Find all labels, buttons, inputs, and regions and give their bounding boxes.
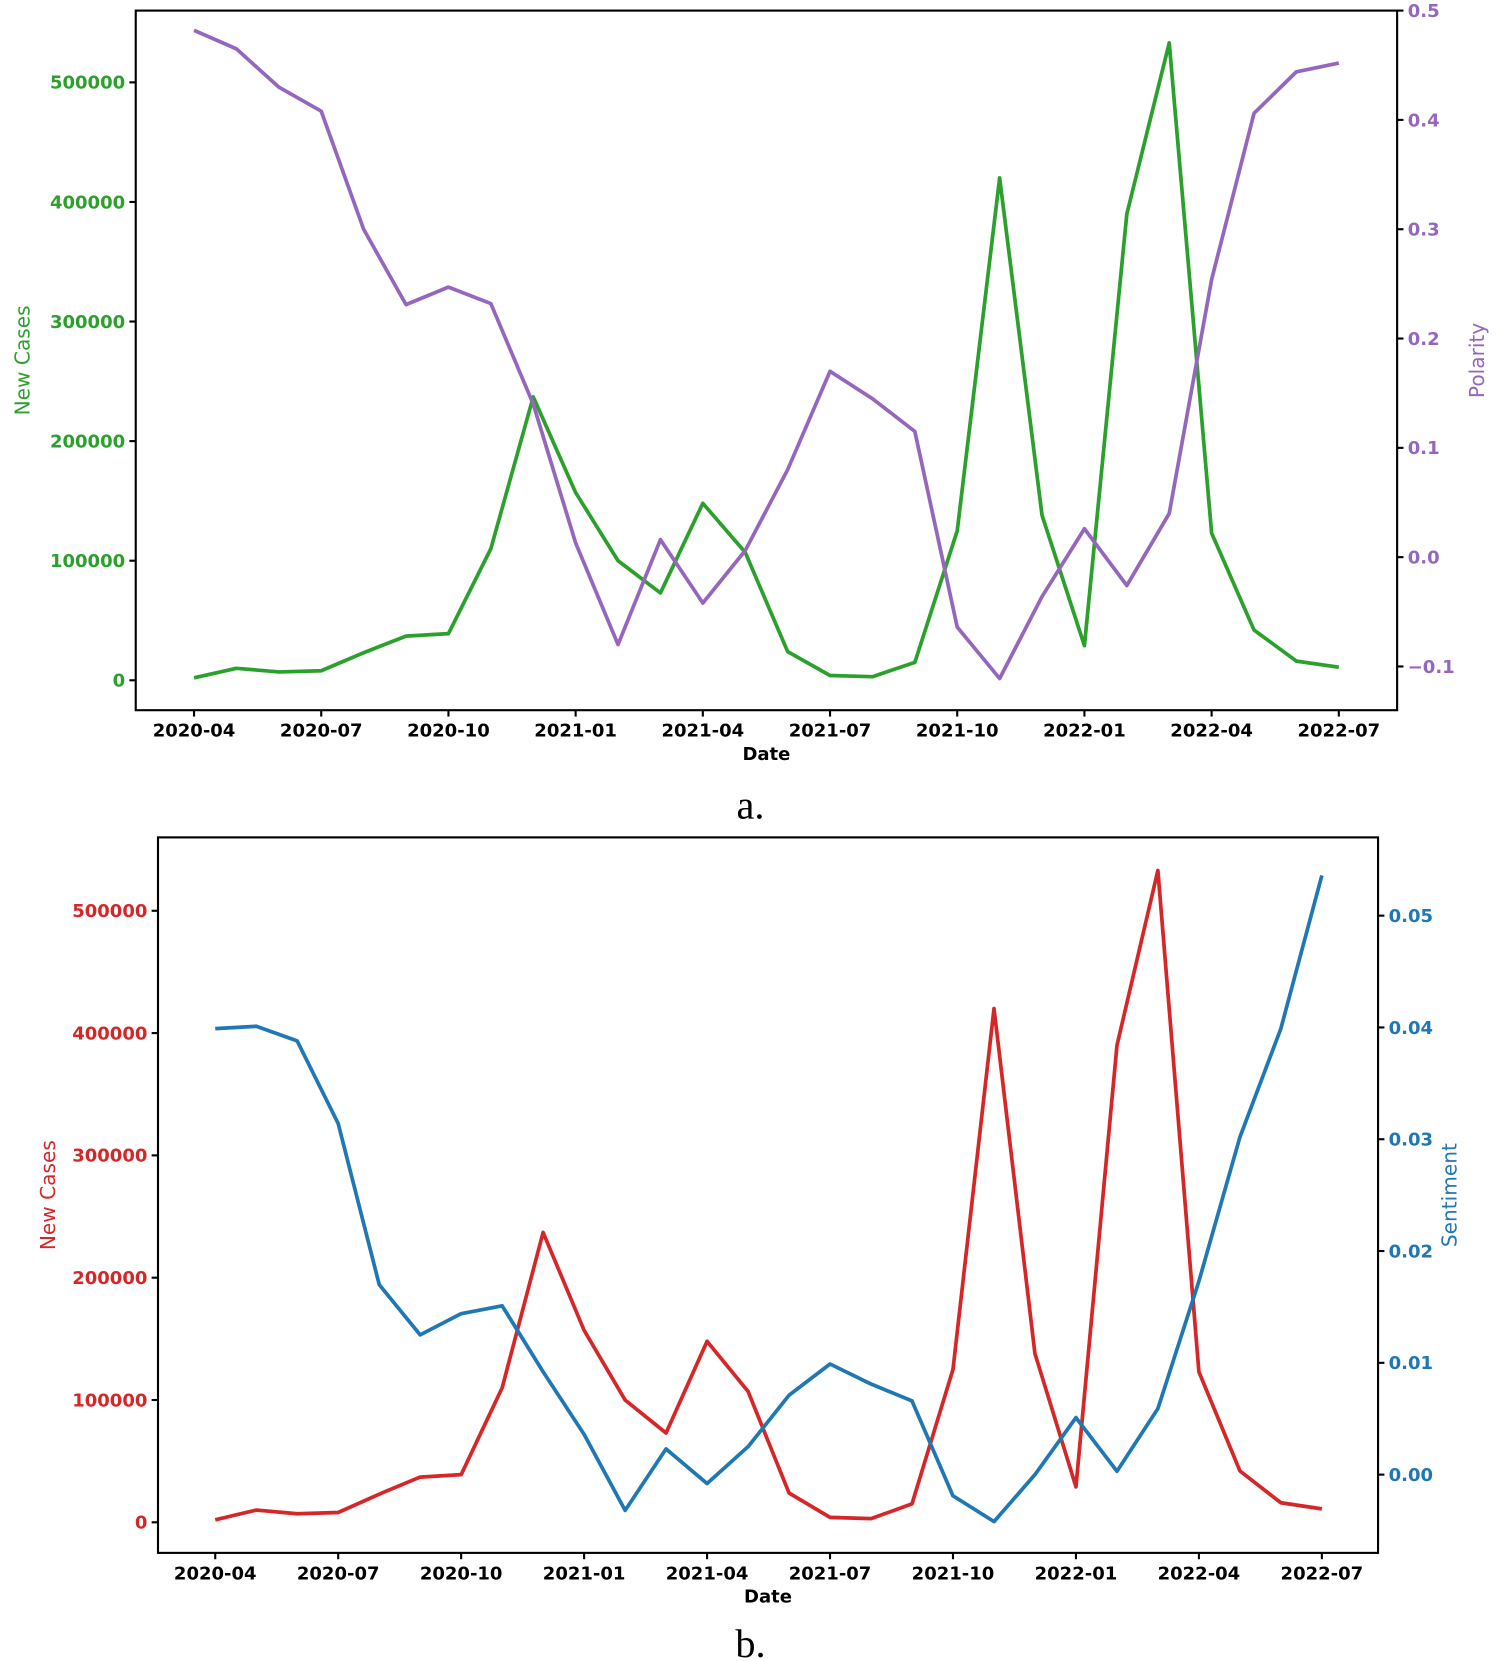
x-tick-label: 2020-04 (174, 1563, 257, 1584)
left-y-tick-label: 100000 (72, 1390, 147, 1411)
left-y-tick-label: 500000 (50, 73, 125, 94)
left-y-axis-label: New Cases (36, 1140, 60, 1250)
x-tick-label: 2021-07 (789, 1563, 872, 1584)
left-y-tick-label: 100000 (50, 551, 125, 572)
chart-caption: b. (735, 1621, 765, 1661)
chart-b: 2020-04 2020-07 2020-10 2021-01 2021-04 2021-… (36, 836, 1461, 1661)
left-y-tick-label: 0 (135, 1513, 148, 1534)
right-y-tick-label: 0.1 (1408, 438, 1440, 459)
right-y-tick-label: 0.04 (1389, 1018, 1433, 1039)
x-tick-label: 2021-10 (916, 721, 999, 742)
right-y-tick-label: 0.5 (1408, 1, 1440, 22)
right-y-tick-label: 0.2 (1408, 329, 1440, 350)
right-y-axis-label: Polarity (1465, 323, 1489, 398)
x-tick-label: 2020-10 (420, 1563, 503, 1584)
x-tick-label: 2021-04 (662, 721, 745, 742)
left-y-tick-label: 200000 (50, 431, 125, 452)
x-tick-label: 2020-07 (280, 721, 363, 742)
x-axis-label: Date (742, 744, 790, 765)
series-line-sentiment (215, 874, 1324, 1524)
series-line-polarity (193, 28, 1340, 681)
x-tick-label: 2021-04 (666, 1563, 749, 1584)
chart-a: 2020-04 2020-07 2020-10 2021-01 2021-04 2021-… (11, 1, 1489, 827)
x-tick-label: 2021-10 (912, 1563, 995, 1584)
right-y-tick-label: 0.03 (1389, 1130, 1433, 1151)
chart-caption: a. (737, 782, 765, 827)
right-y-tick-label: 0.02 (1389, 1241, 1433, 1262)
left-y-axis-label: New Cases (11, 305, 35, 415)
plot-frame (156, 836, 1380, 1554)
right-y-tick-label: 0.01 (1389, 1353, 1433, 1374)
right-y-tick-label: 0.3 (1408, 220, 1440, 241)
left-y-tick-label: 0 (113, 671, 126, 692)
x-tick-label: 2020-04 (153, 721, 236, 742)
x-tick-label: 2021-07 (789, 721, 872, 742)
x-tick-label: 2022-01 (1043, 721, 1126, 742)
series-line-new-cases (193, 41, 1340, 680)
x-tick-label: 2022-01 (1035, 1563, 1118, 1584)
right-y-axis-label: Sentiment (1437, 1143, 1461, 1247)
x-tick-label: 2022-04 (1158, 1563, 1241, 1584)
x-tick-label: 2022-07 (1281, 1563, 1364, 1584)
left-y-tick-label: 400000 (50, 192, 125, 213)
right-y-tick-label: 0.0 (1408, 548, 1440, 569)
left-y-tick-label: 500000 (72, 901, 147, 922)
right-y-tick-label: 0.05 (1389, 906, 1433, 927)
x-tick-label: 2021-01 (534, 721, 617, 742)
left-y-tick-label: 300000 (50, 312, 125, 333)
x-tick-label: 2021-01 (543, 1563, 626, 1584)
x-tick-label: 2022-04 (1170, 721, 1253, 742)
left-y-tick-label: 300000 (72, 1146, 147, 1167)
x-axis-label: Date (744, 1587, 792, 1608)
right-y-tick-label: −0.1 (1408, 657, 1455, 678)
plot-frame (134, 9, 1399, 712)
x-tick-label: 2020-07 (297, 1563, 380, 1584)
right-y-tick-label: 0.00 (1389, 1465, 1433, 1486)
x-tick-label: 2022-07 (1298, 721, 1381, 742)
x-tick-label: 2020-10 (407, 721, 490, 742)
right-y-tick-label: 0.4 (1408, 110, 1440, 131)
left-y-tick-label: 400000 (72, 1023, 147, 1044)
left-y-tick-label: 200000 (72, 1268, 147, 1289)
series-line-new-cases (214, 868, 1323, 1522)
